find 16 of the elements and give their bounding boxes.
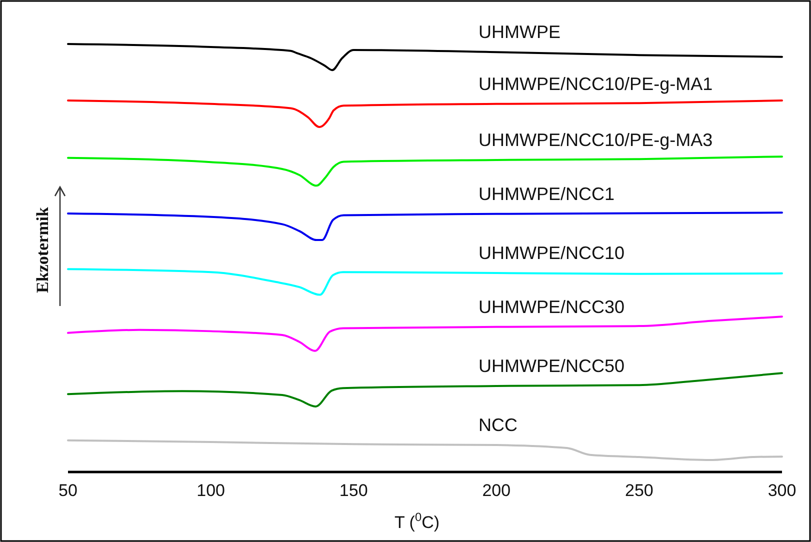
x-tick-label: 50 — [58, 481, 78, 500]
series-label: NCC — [478, 414, 518, 435]
x-tick-label: 100 — [196, 481, 225, 500]
y-axis-title: Ekzotermik — [33, 206, 52, 293]
x-axis-title: T ($^{0}$C) — [394, 510, 440, 532]
series-label: UHMWPE/NCC10 — [478, 242, 625, 263]
series-label: UHMWPE/NCC30 — [478, 297, 625, 318]
x-tick-label: 150 — [339, 481, 368, 500]
x-tick-label: 250 — [625, 481, 654, 500]
series-label: UHMWPE/NCC10/PE-g-MA1 — [478, 74, 713, 94]
series-label: UHMWPE — [478, 22, 561, 42]
series-label: UHMWPE/NCC50 — [478, 356, 625, 376]
x-tick-label: 200 — [482, 481, 511, 500]
x-tick-label: 300 — [768, 481, 796, 500]
series-label: UHMWPE/NCC1 — [478, 184, 615, 204]
series-label: UHMWPE/NCC10/PE-g-MA3 — [478, 130, 713, 150]
